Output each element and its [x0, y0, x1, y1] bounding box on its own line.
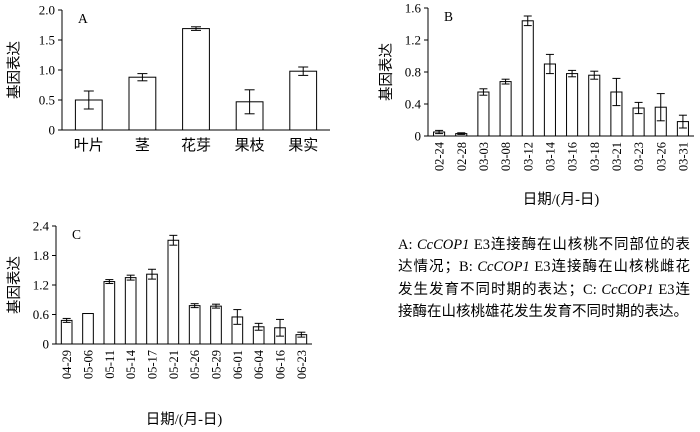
svg-text:日期/(月-日): 日期/(月-日)	[523, 191, 600, 208]
svg-text:1.5: 1.5	[39, 33, 55, 48]
svg-text:03-18: 03-18	[588, 142, 602, 171]
svg-text:果实: 果实	[288, 137, 318, 154]
svg-text:B: B	[444, 9, 453, 24]
svg-text:0.4: 0.4	[405, 97, 422, 112]
svg-text:03-31: 03-31	[676, 142, 690, 171]
svg-text:1.2: 1.2	[33, 278, 49, 293]
svg-text:1.2: 1.2	[405, 33, 421, 48]
svg-text:日期/(月-日): 日期/(月-日)	[146, 411, 223, 428]
caption-text: E3连接酶在山核桃雄花发生发育不同时期的表达。	[398, 281, 691, 321]
svg-text:0.6: 0.6	[33, 307, 50, 322]
svg-text:叶片: 叶片	[74, 137, 104, 154]
svg-text:02-28: 02-28	[455, 142, 469, 171]
chart-c-male-flower-expression: 0 0.6 1.2 1.8 2.4 C 基因表达 04-29 05-06 05-11 05-14 05…	[6, 219, 312, 428]
svg-text:03-03: 03-03	[477, 142, 491, 171]
svg-text:基因表达: 基因表达	[378, 43, 395, 101]
svg-text:05-06: 05-06	[82, 350, 96, 379]
svg-text:05-26: 05-26	[188, 350, 202, 379]
svg-text:A: A	[78, 11, 88, 26]
svg-text:02-24: 02-24	[433, 141, 447, 171]
svg-text:06-04: 06-04	[252, 349, 266, 379]
svg-text:05-29: 05-29	[210, 350, 224, 379]
svg-text:06-01: 06-01	[231, 350, 245, 379]
svg-text:03-23: 03-23	[632, 142, 646, 171]
svg-text:1.8: 1.8	[33, 248, 49, 263]
gene-name-italic: CcCOP1	[601, 281, 654, 298]
svg-text:茎: 茎	[135, 137, 150, 154]
svg-text:0: 0	[49, 123, 56, 138]
svg-text:03-14: 03-14	[543, 141, 557, 171]
svg-text:C: C	[72, 227, 81, 242]
svg-text:1.0: 1.0	[39, 63, 55, 78]
svg-text:2.4: 2.4	[33, 219, 50, 234]
svg-text:0: 0	[415, 129, 422, 144]
svg-text:果枝: 果枝	[235, 137, 265, 154]
caption-text: E3连接酶在山核桃雌花发生发育不同时期的表达；C:	[398, 259, 691, 298]
svg-text:06-16: 06-16	[274, 350, 288, 379]
svg-text:03-12: 03-12	[521, 142, 535, 171]
caption-text: A:	[398, 237, 418, 253]
svg-text:05-14: 05-14	[124, 349, 138, 379]
svg-text:0: 0	[43, 337, 50, 352]
gene-name-italic: CcCOP1	[477, 259, 530, 276]
svg-text:03-08: 03-08	[499, 142, 513, 171]
figure-caption: A: CcCOP1 E3连接酶在山核桃不同部位的表达情况；B: CcCOP1 E…	[398, 234, 690, 324]
svg-text:0.8: 0.8	[405, 65, 421, 80]
svg-text:04-29: 04-29	[60, 350, 74, 379]
svg-text:03-16: 03-16	[566, 142, 580, 171]
svg-text:基因表达: 基因表达	[6, 256, 23, 314]
svg-text:03-21: 03-21	[610, 142, 624, 171]
svg-text:1.6: 1.6	[405, 1, 422, 16]
svg-text:05-21: 05-21	[167, 350, 181, 379]
chart-b-female-flower-expression: 0 0.4 0.8 1.2 1.6 B 基因表达 02-24 02-28 03-03 03-08 03…	[378, 1, 694, 208]
svg-text:2.0: 2.0	[39, 3, 55, 18]
caption-text: E3连接酶在山核桃不同部位的表达情况；B:	[398, 237, 691, 276]
gene-name-italic: CcCOP1	[417, 237, 470, 253]
svg-text:0.5: 0.5	[39, 93, 55, 108]
svg-text:花芽: 花芽	[181, 137, 211, 154]
svg-text:03-26: 03-26	[654, 142, 668, 171]
svg-text:基因表达: 基因表达	[6, 41, 23, 99]
svg-text:05-11: 05-11	[103, 350, 117, 379]
svg-text:05-17: 05-17	[146, 350, 160, 379]
svg-text:06-23: 06-23	[295, 350, 309, 379]
